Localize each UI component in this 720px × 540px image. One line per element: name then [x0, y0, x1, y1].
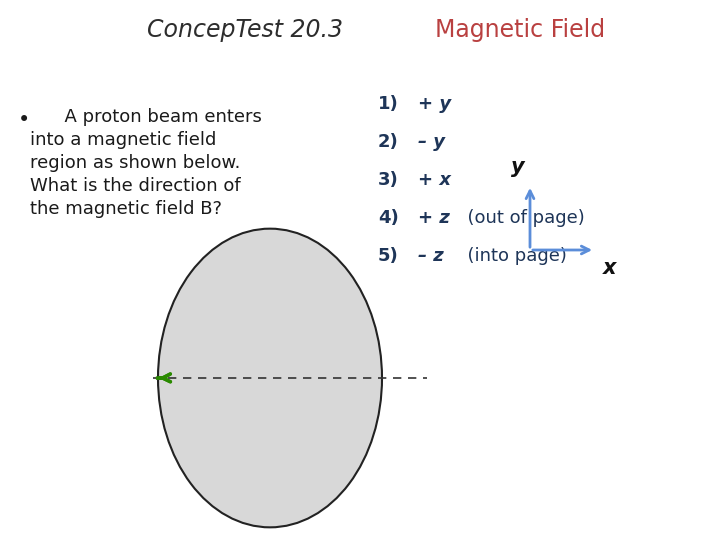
Text: into a magnetic field: into a magnetic field [30, 131, 217, 149]
Text: A proton beam enters: A proton beam enters [30, 108, 262, 126]
Text: 3): 3) [378, 171, 399, 189]
Text: + y: + y [418, 95, 451, 113]
Text: region as shown below.: region as shown below. [30, 154, 240, 172]
Text: 1): 1) [378, 95, 399, 113]
Text: 2): 2) [378, 133, 399, 151]
Text: 4): 4) [378, 209, 399, 227]
Text: Magnetic Field: Magnetic Field [420, 18, 605, 42]
Text: – z: – z [418, 247, 444, 265]
Ellipse shape [158, 228, 382, 528]
Text: + x: + x [418, 171, 451, 189]
Text: – y: – y [418, 133, 445, 151]
Text: y: y [511, 157, 525, 177]
Text: •: • [18, 110, 30, 130]
Text: x: x [603, 258, 616, 278]
Text: What is the direction of: What is the direction of [30, 177, 240, 195]
Text: the magnetic field ​B?: the magnetic field ​B? [30, 200, 222, 218]
Text: (out of page): (out of page) [456, 209, 585, 227]
Text: ConcepTest 20.3: ConcepTest 20.3 [147, 18, 343, 42]
Text: (into page): (into page) [456, 247, 567, 265]
Text: + z: + z [418, 209, 450, 227]
Text: 5): 5) [378, 247, 399, 265]
